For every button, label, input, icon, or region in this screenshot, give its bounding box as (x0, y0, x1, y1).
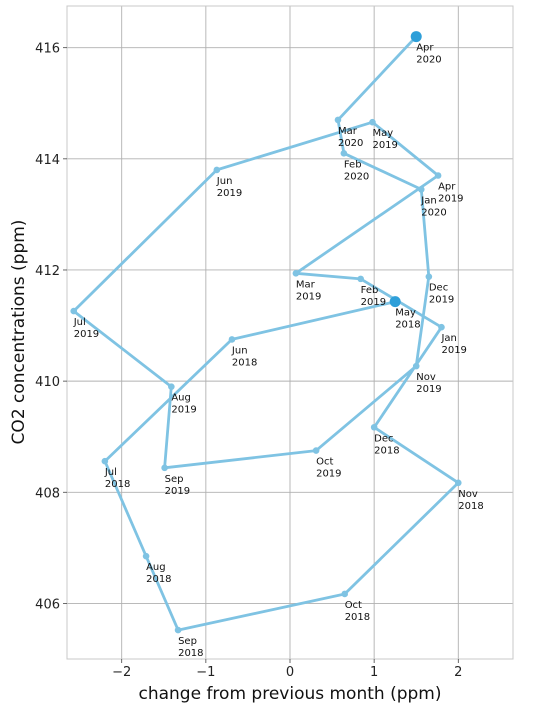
data-point (161, 464, 168, 472)
data-point (70, 307, 78, 315)
data-point (369, 118, 376, 126)
data-point (455, 479, 462, 487)
point-label: Jun 2018 (231, 345, 257, 368)
point-label: Dec 2018 (374, 433, 399, 456)
data-point (213, 166, 221, 174)
data-point (412, 362, 420, 370)
axis-ticks: −2 −1 0 1 2 406 408 410 412 414 416 (35, 42, 462, 680)
data-point (434, 172, 442, 179)
series-line (72, 35, 460, 632)
point-label: Jun 2019 (216, 176, 242, 199)
gridlines (67, 6, 513, 659)
x-tick-label: 1 (370, 665, 378, 680)
highlight-point (389, 296, 401, 308)
point-label: Oct 2018 (345, 600, 370, 623)
y-tick-label: 414 (35, 153, 60, 168)
data-point (101, 457, 109, 465)
data-point (340, 149, 348, 157)
data-point (292, 270, 300, 277)
point-label: Apr 2020 (416, 43, 441, 66)
data-point (417, 186, 425, 193)
point-label: Aug 2019 (171, 393, 196, 416)
y-tick-label: 406 (35, 597, 60, 612)
y-tick-label: 412 (35, 264, 60, 279)
x-tick-label: −1 (196, 665, 215, 680)
point-label: May 2019 (372, 128, 397, 151)
y-tick-label: 408 (35, 486, 60, 501)
data-point (228, 336, 236, 343)
data-point (174, 626, 182, 634)
data-point (341, 590, 348, 598)
y-axis-label: CO2 concentrations (ppm) (9, 220, 29, 445)
x-tick-label: 2 (454, 665, 462, 680)
point-label: Feb 2020 (344, 159, 369, 182)
point-label: Jan 2020 (420, 195, 446, 218)
x-tick-label: 0 (286, 665, 294, 680)
point-label: May 2018 (395, 308, 420, 331)
y-tick-label: 410 (35, 375, 60, 390)
point-label: Apr 2019 (438, 182, 463, 205)
point-label: Aug 2018 (146, 562, 171, 585)
data-point (334, 116, 342, 124)
point-label: Mar 2020 (338, 126, 363, 149)
point-label: Jul 2018 (104, 467, 130, 490)
data-series (70, 31, 462, 634)
point-label: Sep 2019 (165, 474, 190, 497)
data-point (312, 447, 320, 454)
y-tick-label: 416 (35, 42, 60, 57)
point-label: Feb 2019 (361, 285, 386, 308)
point-label: Jan 2019 (440, 333, 466, 356)
highlight-point (410, 31, 422, 43)
data-point (425, 273, 433, 280)
point-label: Sep 2018 (178, 636, 203, 659)
point-label: Nov 2019 (416, 372, 441, 395)
point-label: Nov 2018 (458, 489, 483, 512)
data-point (168, 383, 175, 390)
point-label: Jul 2019 (73, 317, 99, 340)
x-axis-label: change from previous month (ppm) (138, 684, 441, 704)
data-point (357, 275, 364, 283)
data-point (370, 423, 378, 431)
data-point (142, 552, 150, 560)
x-tick-label: −2 (112, 665, 131, 680)
point-labels: May 2018 Jun 2018 Jul 2018 Aug 2018 Sep 2018 Oct 20… (73, 43, 484, 660)
data-point (438, 323, 445, 331)
point-label: Mar 2019 (296, 279, 321, 302)
point-label: Dec 2019 (429, 283, 454, 306)
point-label: Oct 2019 (316, 457, 341, 480)
